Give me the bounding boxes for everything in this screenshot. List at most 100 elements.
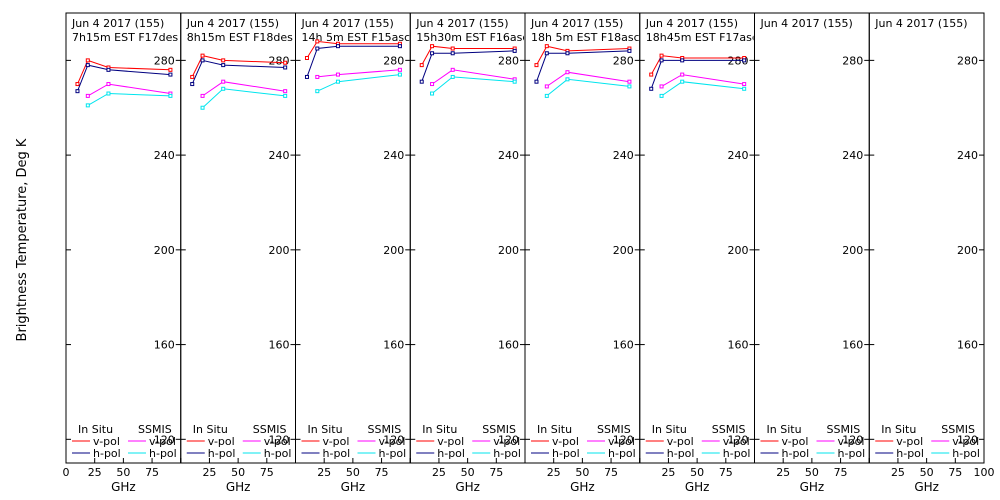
legend-ssmis-title: SSMIS [827, 423, 861, 436]
x-tick-label: 25 [202, 466, 216, 479]
series-line-in-situ-v-pol [421, 45, 515, 66]
legend-insitu-title: In Situ [78, 423, 113, 436]
y-tick-label: 240 [957, 149, 978, 162]
legend-insitu-title: In Situ [193, 423, 228, 436]
y-tick-label: 240 [842, 149, 863, 162]
data-point-ssmis-v-pol [659, 84, 664, 89]
data-point-ssmis-v-pol [450, 67, 455, 72]
x-tick-label: 25 [547, 466, 561, 479]
data-point-ssmis-h-pol [335, 79, 340, 84]
legend-insitu-v-label: v-pol [437, 435, 464, 448]
legend-ssmis-h-label: h-pol [608, 447, 636, 460]
y-axis-label: Brightness Temperature, Deg K [15, 138, 30, 341]
legend-ssmis-title: SSMIS [138, 423, 172, 436]
series-line-in-situ-h-pol [77, 64, 171, 92]
legend-insitu-h-label: h-pol [208, 447, 236, 460]
legend-insitu-h-label: h-pol [323, 447, 351, 460]
x-tick-label: 75 [260, 466, 274, 479]
x-tick-label: 0 [63, 466, 70, 479]
x-tick-label: 100 [974, 466, 995, 479]
data-point-ssmis-h-pol [565, 77, 570, 82]
panel-frame [180, 12, 296, 464]
legend-insitu-title: In Situ [308, 423, 343, 436]
data-point-ssmis-h-pol [430, 91, 435, 96]
data-point-ssmis-h-pol [283, 93, 288, 98]
legend-ssmis-title: SSMIS [712, 423, 746, 436]
data-point-ssmis-h-pol [221, 86, 226, 91]
y-tick-label: 120 [842, 433, 863, 446]
data-point-in-situ-h-pol [315, 46, 320, 51]
x-tick-label: 50 [116, 466, 130, 479]
panel-subtitle: 14h 5m EST F15asc [302, 31, 411, 44]
x-axis-label: GHz [570, 480, 595, 494]
x-tick-label: 75 [948, 466, 962, 479]
data-point-in-situ-v-pol [430, 44, 435, 49]
data-point-in-situ-h-pol [335, 44, 340, 49]
x-tick-label: 50 [461, 466, 475, 479]
legend-insitu-title: In Situ [767, 423, 802, 436]
data-point-in-situ-h-pol [200, 58, 205, 63]
x-axis-label: GHz [111, 480, 136, 494]
data-point-in-situ-v-pol [544, 44, 549, 49]
data-point-ssmis-v-pol [85, 93, 90, 98]
data-point-ssmis-v-pol [283, 89, 288, 94]
series-line-ssmis-v-pol [661, 74, 745, 87]
panel-frame [639, 12, 755, 464]
y-tick-label: 120 [383, 433, 404, 446]
data-point-ssmis-h-pol [659, 93, 664, 98]
data-point-in-situ-h-pol [397, 44, 402, 49]
data-point-ssmis-h-pol [200, 105, 205, 110]
legend-insitu-h-label: h-pol [93, 447, 121, 460]
legend-ssmis-h-label: h-pol [264, 447, 292, 460]
panel-frame [409, 12, 526, 464]
data-point-in-situ-v-pol [534, 63, 539, 68]
legend-insitu-v-label: v-pol [323, 435, 350, 448]
y-tick-label: 160 [383, 339, 404, 352]
x-tick-label: 50 [346, 466, 360, 479]
legend-ssmis-v-label: v-pol [608, 435, 635, 448]
panel-4: Jun 4 2017 (155)15h30m EST F16asc 120 160 2… [409, 12, 526, 494]
legend-ssmis-title: SSMIS [368, 423, 402, 436]
x-axis-label: GHz [914, 480, 939, 494]
data-point-ssmis-v-pol [742, 82, 747, 87]
legend-insitu-h-label: h-pol [782, 447, 810, 460]
y-tick-label: 200 [383, 244, 404, 257]
panel-5: Jun 4 2017 (155)18h 5m EST F18asc 120 160 2… [524, 12, 641, 494]
series-line-in-situ-v-pol [650, 55, 745, 75]
panel-frame [868, 12, 985, 464]
legend-ssmis-v-label: v-pol [379, 435, 406, 448]
series-line-in-situ-v-pol [191, 55, 286, 78]
y-tick-label: 280 [957, 54, 978, 67]
y-tick-label: 200 [613, 244, 634, 257]
legend-ssmis-title: SSMIS [482, 423, 516, 436]
legend-insitu-v-label: v-pol [782, 435, 809, 448]
data-point-in-situ-h-pol [742, 58, 747, 63]
y-tick-label: 240 [383, 149, 404, 162]
panel-subtitle: 8h15m EST F18des [187, 31, 293, 44]
data-point-ssmis-h-pol [450, 74, 455, 79]
data-point-ssmis-v-pol [221, 79, 226, 84]
y-tick-label: 240 [154, 149, 175, 162]
series-line-in-situ-v-pol [77, 59, 171, 85]
panel-frame [754, 12, 870, 464]
y-tick-label: 160 [498, 339, 519, 352]
legend-ssmis-v-label: v-pol [149, 435, 176, 448]
y-tick-label: 240 [498, 149, 519, 162]
data-point-in-situ-v-pol [190, 74, 195, 79]
series-line-in-situ-v-pol [536, 45, 630, 66]
legend-insitu-v-label: v-pol [93, 435, 120, 448]
data-point-ssmis-v-pol [335, 72, 340, 77]
panel-1: Jun 4 2017 (155)7h15m EST F17des 120 160 20… [63, 12, 182, 494]
data-point-in-situ-v-pol [315, 39, 320, 44]
data-point-in-situ-h-pol [450, 51, 455, 56]
legend-insitu-h-label: h-pol [437, 447, 465, 460]
legend-ssmis-v-label: v-pol [493, 435, 520, 448]
x-axis-label: GHz [341, 480, 366, 494]
y-tick-label: 120 [613, 433, 634, 446]
panel-subtitle: 18h45m EST F17asc [646, 31, 758, 44]
data-point-in-situ-v-pol [85, 58, 90, 63]
y-tick-label: 160 [957, 339, 978, 352]
y-tick-label: 120 [498, 433, 519, 446]
